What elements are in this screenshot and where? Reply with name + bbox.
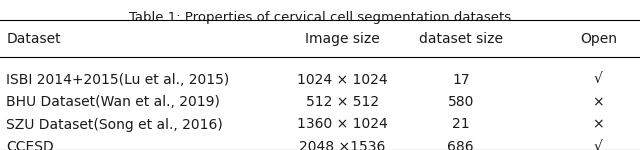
Text: 580: 580 [447,95,474,109]
Text: 21: 21 [452,117,470,132]
Text: 2048 ×1536: 2048 ×1536 [300,140,385,150]
Text: Image size: Image size [305,32,380,46]
Text: SZU Dataset(Song et al., 2016): SZU Dataset(Song et al., 2016) [6,117,223,132]
Text: ×: × [593,117,604,132]
Text: Table 1: Properties of cervical cell segmentation datasets: Table 1: Properties of cervical cell seg… [129,11,511,24]
Text: dataset size: dataset size [419,32,503,46]
Text: ISBI 2014+2015(Lu et al., 2015): ISBI 2014+2015(Lu et al., 2015) [6,72,230,87]
Text: 17: 17 [452,72,470,87]
Text: 686: 686 [447,140,474,150]
Text: 1360 × 1024: 1360 × 1024 [297,117,388,132]
Text: Open: Open [580,32,617,46]
Text: Dataset: Dataset [6,32,61,46]
Text: 1024 × 1024: 1024 × 1024 [297,72,388,87]
Text: ×: × [593,95,604,109]
Text: √: √ [594,140,603,150]
Text: 512 × 512: 512 × 512 [306,95,379,109]
Text: CCESD: CCESD [6,140,54,150]
Text: √: √ [594,72,603,87]
Text: BHU Dataset(Wan et al., 2019): BHU Dataset(Wan et al., 2019) [6,95,220,109]
